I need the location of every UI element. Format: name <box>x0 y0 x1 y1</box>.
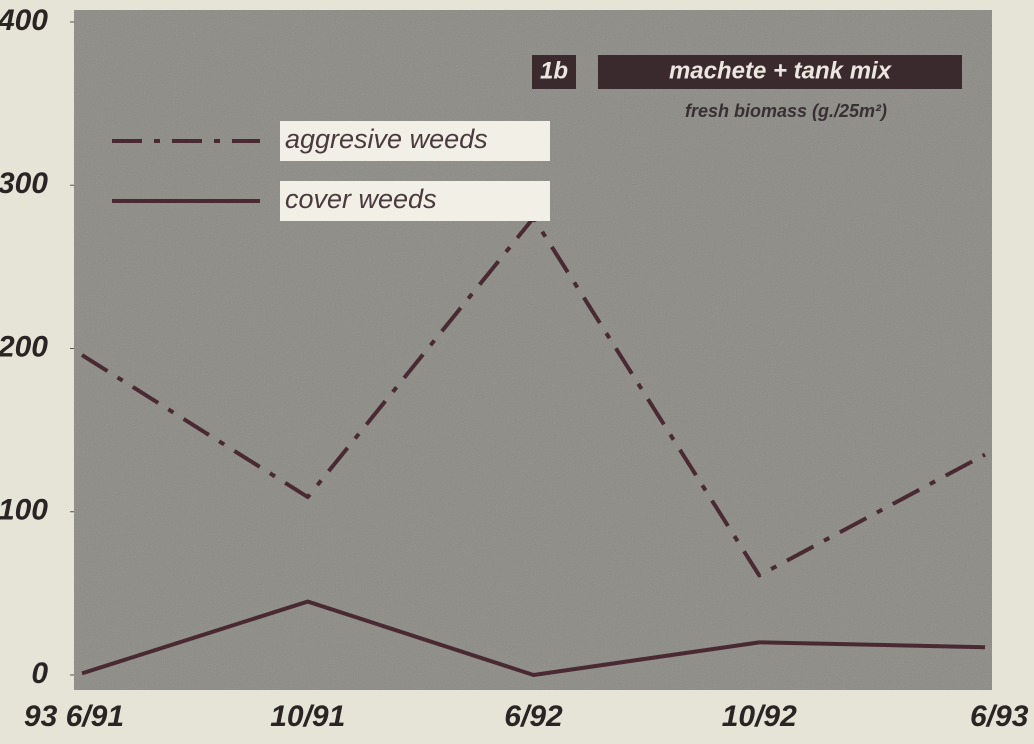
legend-box <box>280 121 550 161</box>
legend-label: cover weeds <box>285 184 437 214</box>
series-line <box>81 599 986 677</box>
y-tick-label: 200 <box>0 330 48 363</box>
x-tick-label: 10/92 <box>722 700 797 733</box>
subtitle: fresh biomass (g./25m²) <box>685 101 887 121</box>
y-tick-label: 0 <box>31 657 48 690</box>
x-tick-label: 93 6/91 <box>24 700 124 733</box>
y-tick-label: 300 <box>0 167 48 200</box>
legend-label: aggresive weeds <box>285 124 488 154</box>
x-tick-label: 10/91 <box>270 700 345 733</box>
title-box <box>598 55 962 89</box>
panel-label: 1b <box>540 57 568 84</box>
x-tick-label: 6/93 <box>970 700 1029 733</box>
chart-title: machete + tank mix <box>669 57 893 84</box>
y-tick-label: 400 <box>0 4 48 37</box>
y-tick-label: 100 <box>0 494 48 527</box>
x-tick-label: 6/92 <box>504 700 563 733</box>
panel-badge <box>532 55 576 89</box>
legend-box <box>280 181 550 221</box>
